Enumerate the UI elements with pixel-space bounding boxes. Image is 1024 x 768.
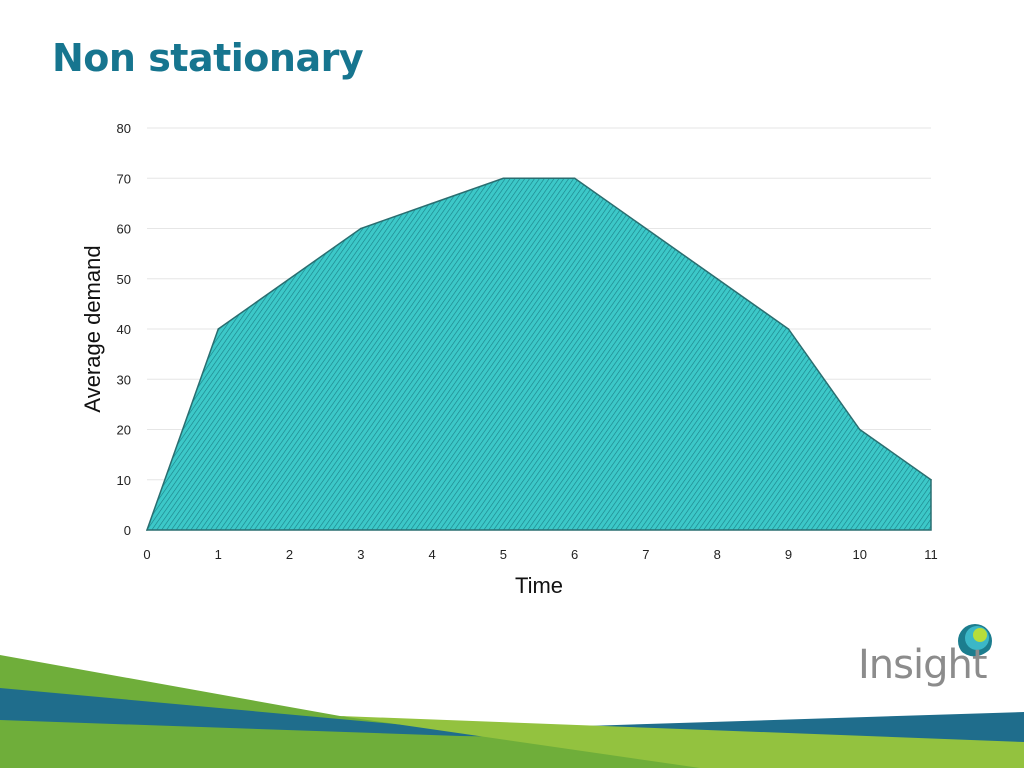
logo-sphere-icon xyxy=(957,624,994,659)
data-point-9 xyxy=(787,328,790,330)
logo-text: Insight xyxy=(858,642,988,688)
footer-band-blue xyxy=(0,688,1024,744)
x-tick-label: 6 xyxy=(571,547,578,562)
y-tick-label: 60 xyxy=(117,222,131,237)
y-tick-label: 70 xyxy=(117,171,131,186)
y-tick-label: 0 xyxy=(124,523,131,538)
x-tick-label: 9 xyxy=(785,547,792,562)
x-tick-label: 11 xyxy=(924,547,938,562)
y-tick-label: 20 xyxy=(117,423,131,438)
x-tick-label: 8 xyxy=(714,547,721,562)
area-chart: 0 10 20 30 40 50 60 70 80 0 1 2 3 4 5 6 7 8 9 10 11 Time Av… xyxy=(80,121,938,598)
x-tick-label: 4 xyxy=(428,547,435,562)
y-tick-label: 50 xyxy=(117,272,131,287)
data-point-11 xyxy=(930,478,932,481)
x-axis-title: Time xyxy=(515,573,563,598)
y-tick-label: 40 xyxy=(117,322,131,337)
data-point-2 xyxy=(288,277,291,280)
data-point-3 xyxy=(360,227,362,230)
x-tick-label: 7 xyxy=(642,547,649,562)
x-tick-label: 0 xyxy=(143,547,150,562)
y-tick-label: 30 xyxy=(117,372,131,387)
data-point-8 xyxy=(716,277,718,280)
x-tick-label: 10 xyxy=(852,547,866,562)
y-axis-title: Average demand xyxy=(80,245,105,412)
x-tick-label: 5 xyxy=(500,547,507,562)
y-tick-label: 80 xyxy=(117,121,131,136)
series-area-layer xyxy=(145,177,932,531)
x-tick-label: 2 xyxy=(286,547,293,562)
data-point-7 xyxy=(645,227,647,230)
x-tick-label: 3 xyxy=(357,547,364,562)
y-axis-ticks: 0 10 20 30 40 50 60 70 80 xyxy=(117,121,131,538)
footer-band-lime xyxy=(340,716,1024,768)
y-tick-label: 10 xyxy=(117,473,131,488)
data-point-1 xyxy=(217,328,220,330)
data-point-4 xyxy=(431,202,433,205)
slide-title: Non stationary xyxy=(52,36,364,80)
x-tick-label: 1 xyxy=(215,547,222,562)
footer-band-green xyxy=(0,655,1024,768)
data-point-10 xyxy=(858,428,861,431)
data-point-0 xyxy=(146,529,148,531)
data-point-5 xyxy=(502,177,505,180)
series-area-0 xyxy=(145,177,932,531)
data-point-6 xyxy=(573,177,576,180)
x-axis-ticks: 0 1 2 3 4 5 6 7 8 9 10 11 xyxy=(143,547,937,562)
